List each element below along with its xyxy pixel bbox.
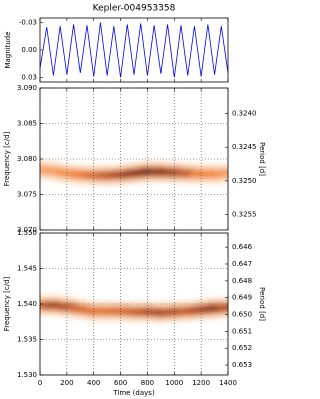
y2-tick-label: 0.3255 [232,211,257,219]
plot-area [40,295,228,323]
y2-tick-label: 0.652 [232,344,252,352]
y-tick-label: 3.080 [17,155,37,163]
y2-tick-label: 0.647 [232,260,252,268]
y2-tick-label: 0.646 [232,243,253,251]
y-tick-label: 3.075 [17,191,37,199]
x-tick-label: 0 [38,379,42,387]
x-tick-label: 800 [141,379,154,387]
x-tick-label: 400 [87,379,100,387]
y2-tick-label: 0.3245 [232,143,257,151]
plot-frame [39,232,229,376]
y-tick-label: 1.530 [17,371,37,379]
y-tick-label: 1.545 [17,265,37,273]
plot-frame [39,17,229,83]
y-tick-label: 1.550 [17,229,37,237]
plot-frame [39,87,229,231]
y2-tick-label: 0.653 [232,361,252,369]
y-axis-label: Magnitude [4,31,12,68]
y-tick-label: 3.090 [17,84,37,92]
y-axis-label: Frequency [c/d] [3,276,11,331]
plot-area [40,22,228,78]
chart: Kepler-004953358 -0.03 0.00 0.03 Magnitude 3… [3,4,266,398]
y-tick-label: 3.085 [17,120,37,128]
y2-tick-label: 0.650 [232,311,252,319]
y2-axis-label: Period [d] [258,287,266,321]
y-tick-label: 3.070 [17,226,37,234]
plot-area [40,159,228,186]
x-tick-label: 1000 [165,379,183,387]
y2-tick-label: 0.3250 [232,177,257,185]
x-tick-label: 1200 [192,379,210,387]
y2-tick-label: 0.3240 [232,110,257,118]
y2-tick-label: 0.651 [232,327,252,335]
y-tick-label: 0.00 [21,46,37,54]
x-tick-label: 200 [60,379,73,387]
power-peak [216,303,228,312]
y2-tick-label: 0.649 [232,294,252,302]
y-tick-label: 0.03 [21,73,37,81]
y2-axis-label: Period [d] [258,142,266,176]
chart-title: Kepler-004953358 [93,4,176,14]
heatmap [40,159,228,186]
y2-tick-label: 0.648 [232,277,252,285]
heatmap [40,295,228,323]
y-axis-label: Frequency [c/d] [3,131,11,186]
y-tick-label: -0.03 [19,19,37,27]
power-peak [216,169,228,178]
x-tick-label: 600 [114,379,127,387]
light-curve [40,22,228,78]
y-tick-label: 1.535 [17,336,37,344]
y-tick-label: 1.540 [17,300,37,308]
x-tick-label: 1400 [219,379,237,387]
x-axis-label: Time (days) [112,389,155,397]
